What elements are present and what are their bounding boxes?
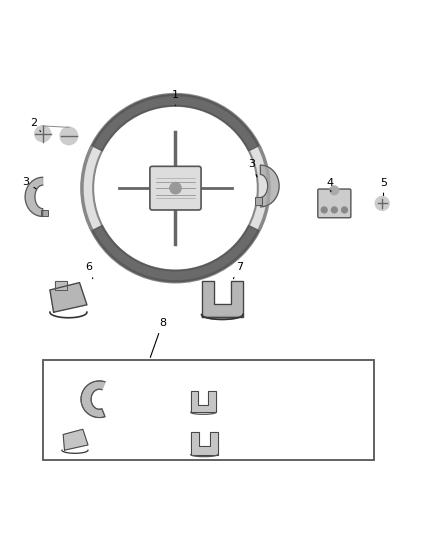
Circle shape: [321, 207, 327, 213]
Polygon shape: [50, 282, 87, 312]
FancyBboxPatch shape: [150, 166, 201, 210]
Polygon shape: [92, 94, 259, 151]
Polygon shape: [25, 177, 43, 216]
Bar: [255, 197, 262, 205]
Polygon shape: [81, 381, 105, 417]
Polygon shape: [201, 314, 243, 319]
Text: 3: 3: [248, 159, 257, 177]
Polygon shape: [56, 281, 67, 290]
Circle shape: [342, 207, 347, 213]
Polygon shape: [82, 94, 269, 282]
Circle shape: [60, 127, 78, 144]
Text: 1: 1: [172, 90, 179, 106]
Text: 2: 2: [31, 118, 41, 132]
Text: 5: 5: [380, 177, 387, 196]
Circle shape: [35, 126, 50, 142]
Polygon shape: [92, 225, 259, 282]
Polygon shape: [63, 429, 88, 450]
Circle shape: [170, 182, 181, 194]
Bar: [43, 360, 374, 460]
Polygon shape: [191, 432, 218, 455]
Text: 4: 4: [326, 177, 334, 192]
Bar: [41, 209, 48, 216]
Polygon shape: [191, 391, 216, 413]
Polygon shape: [93, 106, 258, 271]
Text: 8: 8: [150, 318, 166, 358]
Circle shape: [331, 207, 337, 213]
Polygon shape: [260, 165, 279, 207]
Circle shape: [330, 186, 339, 195]
Text: 6: 6: [85, 262, 93, 279]
Polygon shape: [201, 281, 243, 317]
Text: 3: 3: [22, 176, 36, 189]
Polygon shape: [81, 381, 105, 417]
Text: 7: 7: [233, 262, 244, 279]
Circle shape: [375, 197, 389, 211]
FancyBboxPatch shape: [318, 189, 351, 218]
